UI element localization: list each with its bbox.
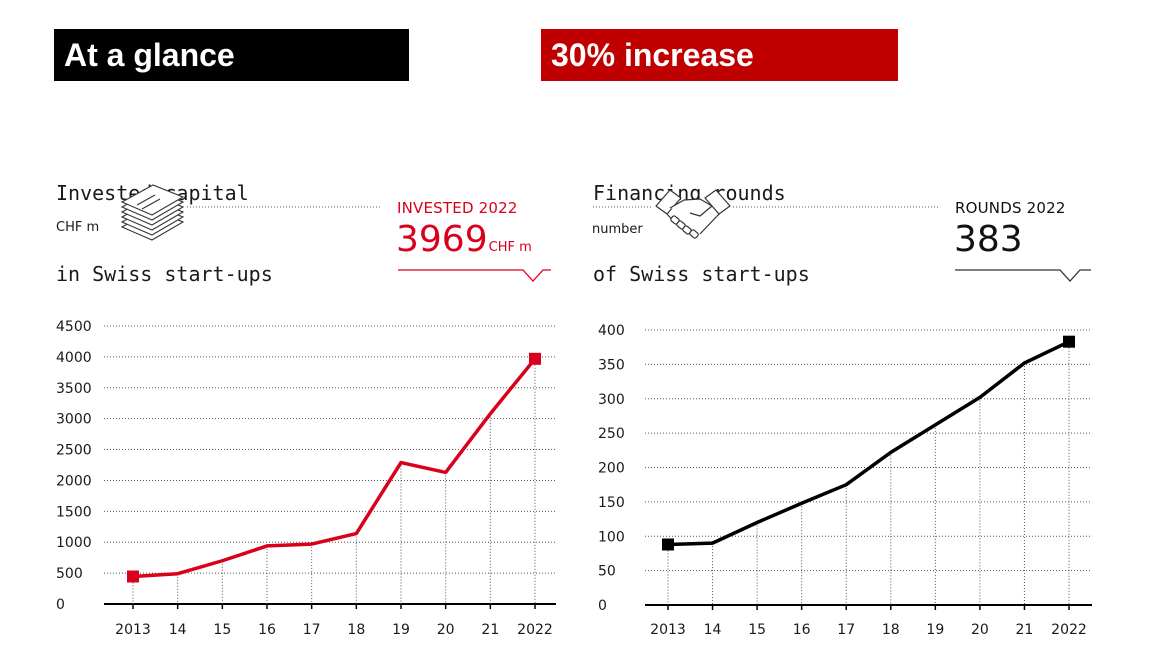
data-point [974,391,986,403]
data-point [1018,357,1030,369]
left-kpi-label: INVESTED 2022 [397,199,518,217]
x-tick-label: 18 [347,622,365,638]
left-kpi-pointer [398,269,551,282]
left-kpi-value-wrap: 3969CHF m [396,220,532,268]
x-tick-label: 16 [793,622,811,638]
x-tick-label: 2022 [517,622,553,638]
x-tick-label: 2022 [1051,622,1087,638]
right-kpi-pointer [955,269,1091,282]
y-tick-label: 150 [598,495,625,511]
right-kpi-label: ROUNDS 2022 [955,199,1066,217]
x-tick-label: 21 [481,622,499,638]
handshake-icon [655,189,731,239]
x-tick-label: 2013 [650,622,686,638]
series-line [666,339,1071,547]
x-tick-label: 19 [392,622,410,638]
y-tick-label: 200 [598,461,625,477]
left-chart-title: Invested capital in Swiss start-ups [56,126,273,315]
x-tick-label: 15 [748,622,766,638]
y-tick-label: 0 [598,598,607,614]
y-tick-label: 4500 [56,319,92,335]
y-tick-label: 300 [598,392,625,408]
endpoint-marker [662,538,674,551]
data-point [796,497,808,509]
left-kpi-unit: CHF m [488,240,532,255]
endpoint-marker [1063,335,1075,348]
x-tick-label: 15 [213,622,231,638]
x-tick-label: 14 [704,622,722,638]
banner-increase: 30% increase [541,29,898,81]
x-tick-label: 18 [882,622,900,638]
x-tick-label: 17 [303,622,321,638]
banknote-stack-icon [120,184,185,241]
data-point [929,419,941,431]
y-tick-label: 1500 [56,504,92,520]
x-tick-label: 2013 [115,622,151,638]
left-chart-title-line2: in Swiss start-ups [56,262,273,286]
series-line [131,357,537,579]
y-tick-label: 400 [598,323,625,339]
y-tick-label: 350 [598,357,625,373]
data-point [707,537,719,549]
endpoint-marker [127,570,139,583]
y-tick-label: 50 [598,564,616,580]
data-point [840,479,852,491]
data-point [885,446,897,458]
right-kpi-value: 383 [954,219,1023,260]
y-tick-label: 100 [598,529,625,545]
x-tick-label: 16 [258,622,276,638]
y-tick-label: 1000 [56,535,92,551]
x-tick-label: 20 [437,622,455,638]
right-chart-title-line2: of Swiss start-ups [593,262,810,286]
y-tick-label: 3000 [56,412,92,428]
y-tick-label: 2500 [56,443,92,459]
y-tick-label: 0 [56,597,65,613]
y-tick-label: 250 [598,426,625,442]
x-tick-label: 20 [971,622,989,638]
x-tick-label: 19 [926,622,944,638]
endpoint-marker [529,352,541,365]
y-tick-label: 500 [56,566,83,582]
left-unit-label: CHF m [56,220,100,235]
left-kpi-value: 3969 [396,219,488,260]
y-tick-label: 3500 [56,381,92,397]
x-tick-label: 17 [837,622,855,638]
x-tick-label: 14 [169,622,187,638]
right-unit-label: number [592,222,643,237]
x-tick-label: 21 [1016,622,1034,638]
y-tick-label: 2000 [56,473,92,489]
data-point [751,517,763,529]
banner-at-a-glance: At a glance [54,29,409,81]
y-tick-label: 4000 [56,350,92,366]
